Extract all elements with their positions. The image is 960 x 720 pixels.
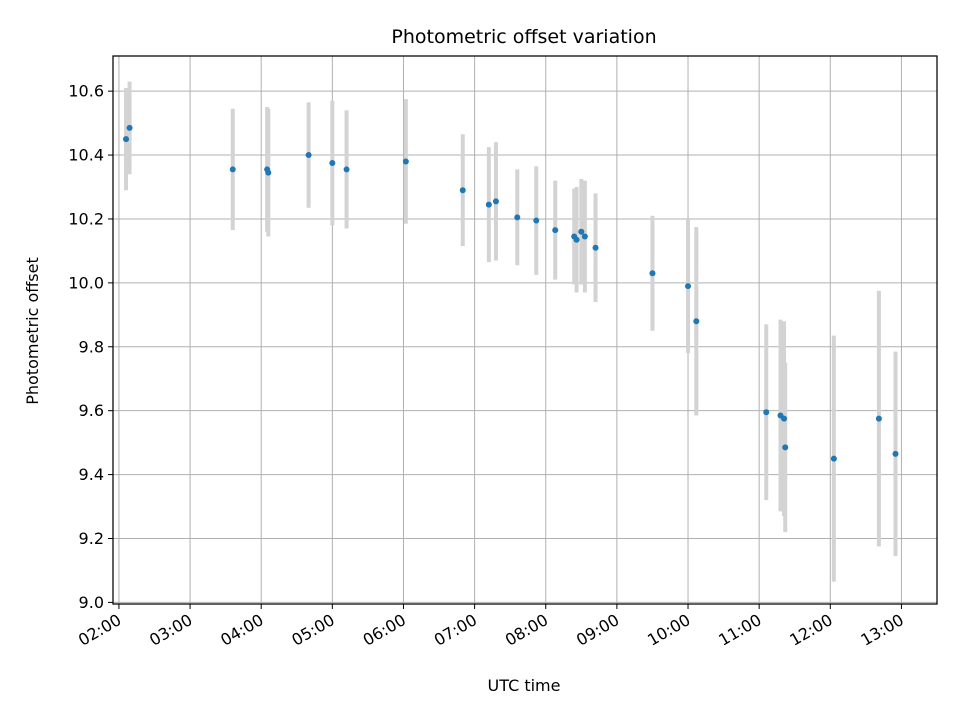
data-point (485, 201, 492, 208)
data-point (693, 318, 700, 325)
data-point (265, 169, 272, 176)
data-point (533, 217, 540, 224)
y-tick-label: 9.6 (79, 401, 104, 420)
data-point (830, 455, 837, 462)
data-point (492, 198, 499, 205)
data-point (782, 444, 789, 451)
data-point (514, 214, 521, 221)
data-point (305, 152, 312, 159)
data-point (892, 450, 899, 457)
data-point (573, 236, 580, 243)
x-axis-title: UTC time (488, 676, 561, 695)
data-point (781, 415, 788, 422)
y-tick-label: 9.2 (79, 529, 104, 548)
data-point (126, 124, 133, 131)
data-point (552, 227, 559, 234)
data-point (459, 187, 466, 194)
chart-title: Photometric offset variation (391, 26, 656, 48)
data-point (329, 160, 336, 167)
y-tick-label: 10.0 (68, 273, 104, 292)
y-tick-label: 10.2 (68, 209, 104, 228)
data-point (649, 270, 656, 277)
data-point (123, 136, 130, 143)
y-axis-title: Photometric offset (23, 257, 42, 405)
data-point (578, 228, 585, 235)
data-points (123, 124, 899, 462)
grid (113, 56, 937, 604)
y-axis-ticks: 9.0 9.2 9.4 9.6 9.8 10.0 10.2 10.4 10.6 (68, 82, 113, 612)
data-point (685, 283, 692, 290)
y-tick-label: 9.8 (79, 337, 104, 356)
y-tick-label: 10.4 (68, 146, 104, 165)
data-point (592, 244, 599, 251)
data-point (343, 166, 350, 173)
data-point (763, 409, 770, 416)
axes-frame (112, 55, 938, 605)
data-point (581, 233, 588, 240)
y-tick-label: 9.0 (79, 593, 104, 612)
data-point (229, 166, 236, 173)
data-point (875, 415, 882, 422)
y-tick-label: 10.6 (68, 82, 104, 101)
data-point (402, 158, 409, 165)
y-tick-label: 9.4 (79, 465, 104, 484)
